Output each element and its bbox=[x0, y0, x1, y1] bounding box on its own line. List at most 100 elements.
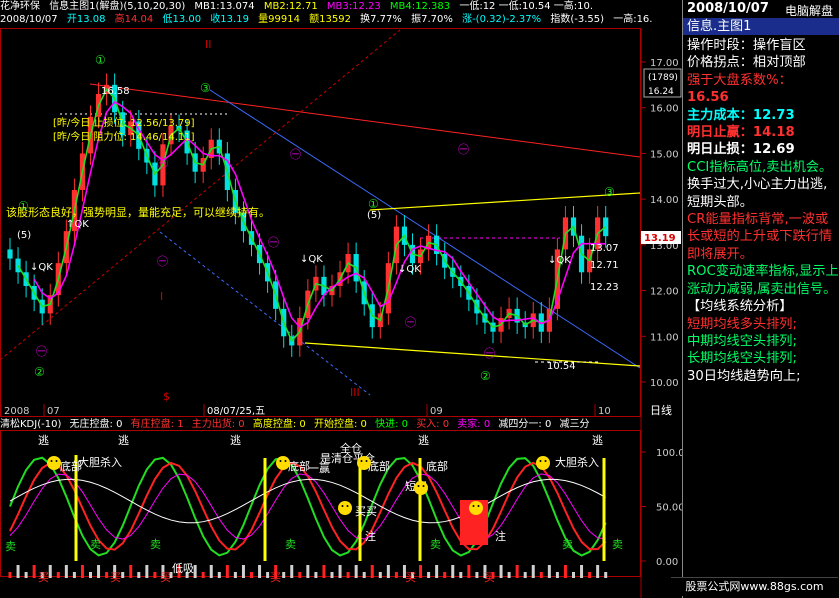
indicator-signal-label: 大胆杀入 bbox=[555, 455, 599, 469]
date-label: 07 bbox=[47, 406, 60, 417]
trendline-red-dashed bbox=[0, 29, 401, 361]
smiley-eye bbox=[544, 460, 547, 462]
ind-item-6: 买入: 0 bbox=[416, 419, 450, 430]
analysis-comment: 该股形态良好，强势明显，量能充足，可以继续持有。 bbox=[6, 206, 270, 219]
trendline-red bbox=[89, 83, 641, 158]
ind-item-5: 快进: 0 bbox=[375, 419, 408, 430]
chart-header-line1: 花净环保 信息主图1(解盘)(5,10,20,30) MB1:13.074 MB… bbox=[0, 0, 680, 14]
date-label: 09 bbox=[430, 406, 443, 417]
panel-row: 【均线系统分析】 bbox=[687, 299, 793, 315]
smiley-eye bbox=[55, 460, 58, 462]
quote-index: 指数(-3.55) bbox=[550, 14, 605, 25]
wave-count-circle: ① bbox=[18, 199, 29, 213]
price-tick-label: 17.00 bbox=[650, 58, 679, 69]
analysis-side-panel: 2008/10/07 电脑解盘 信息.主图1 操作时段：操作盲区 价格拐点：相对顶… bbox=[682, 0, 839, 598]
indicator-signal-label: 逃 bbox=[118, 434, 129, 447]
current-price-tag: 13.19 bbox=[644, 233, 676, 244]
low-price-label: 10.54 bbox=[547, 361, 576, 372]
indicator-name: 清松KDJ(-10) bbox=[0, 419, 62, 430]
wave-label: I bbox=[160, 290, 163, 303]
wave-marker: ㊀ bbox=[268, 236, 279, 249]
panel-mode[interactable]: 电脑解盘 bbox=[785, 4, 834, 18]
smiley-icon bbox=[469, 501, 483, 515]
resistance-label: [昨/今日 阻力位: 14.46/14.11] bbox=[53, 132, 195, 143]
smiley-eye bbox=[477, 505, 480, 507]
indicator-buy-label: 买 bbox=[160, 571, 171, 584]
ind-item-8: 减四分一: 0 bbox=[498, 419, 552, 430]
wave-marker: ㊀ bbox=[157, 255, 168, 268]
wave-count-circle: ② bbox=[34, 365, 45, 379]
indicator-signal-label: 逃 bbox=[230, 434, 241, 447]
trendline-blue-dashed bbox=[159, 231, 371, 396]
indicator-sell-label: 卖 bbox=[5, 540, 16, 553]
stock-name: 花净环保 bbox=[0, 1, 40, 12]
indicator-signal-label: 一赢 bbox=[308, 461, 330, 475]
chart-title: 信息主图1(解盘)(5,10,20,30) bbox=[49, 1, 186, 12]
price-tick-label: 12.00 bbox=[650, 287, 679, 298]
ind-tick-label: 50.00 bbox=[656, 503, 685, 514]
quote-high: 高14.04 bbox=[114, 14, 154, 25]
wave-label: III bbox=[350, 386, 360, 399]
panel-title[interactable]: 信息.主图1 bbox=[683, 18, 839, 35]
indicator-signal-label: 底部 bbox=[426, 459, 448, 473]
smiley-icon bbox=[338, 501, 352, 515]
wave-label: $ bbox=[163, 390, 170, 403]
date-label: 2008 bbox=[4, 406, 29, 417]
wave-count-paren: (5) bbox=[17, 230, 31, 241]
indicator-signal-label: 底部 bbox=[60, 459, 82, 473]
panel-row: 明日止赢：14.18 bbox=[687, 125, 795, 141]
smiley-eye bbox=[341, 505, 344, 507]
trendline-yellow-high bbox=[369, 192, 641, 211]
ind-item-1: 有庄控盘: 1 bbox=[130, 419, 184, 430]
indicator-signal-label: 低吸 bbox=[172, 562, 194, 575]
smiley-icon bbox=[536, 456, 550, 470]
ind-item-2: 主力出货: 0 bbox=[191, 419, 245, 430]
high-price-label: 16.58 bbox=[101, 86, 130, 97]
ma-line-magenta bbox=[33, 100, 606, 329]
wave-count-circle: ② bbox=[480, 369, 491, 383]
price-box-bottom: 16.24 bbox=[648, 87, 674, 97]
smiley-eye bbox=[472, 505, 475, 507]
qk-marker: ↓QK bbox=[398, 264, 421, 275]
quote-turnover: 换7.77% bbox=[360, 14, 402, 25]
date-label: 08/07/25,五 bbox=[207, 406, 265, 417]
panel-row: 明日止损：12.69 bbox=[687, 142, 795, 158]
date-label: 10 bbox=[598, 406, 611, 417]
indicator-signal-label: 逃 bbox=[592, 434, 603, 447]
wave-label: II bbox=[205, 38, 212, 51]
price-box-top: (1789) bbox=[648, 73, 678, 83]
price-tick-label: 11.00 bbox=[650, 332, 679, 343]
panel-rows: 操作时段：操作盲区 价格拐点：相对顶部 强于大盘系数%： 16.56 主力成本：12.7… bbox=[687, 37, 839, 385]
panel-row: 换手过大,小心主力出逃,短期头部。 bbox=[687, 177, 828, 210]
smiley-icon bbox=[414, 481, 428, 495]
ma3-value: MB3:12.23 bbox=[326, 1, 381, 12]
quote-low: 低13.00 bbox=[162, 14, 202, 25]
price-tick-label: 10.00 bbox=[650, 378, 679, 389]
panel-row: 强于大盘系数%： bbox=[687, 72, 792, 88]
indicator-sell-label: 卖 bbox=[90, 538, 101, 551]
panel-row: 长期均线空头排列; bbox=[687, 351, 797, 367]
indicator-sell-label: 卖 bbox=[285, 538, 296, 551]
panel-date: 2008/10/07 bbox=[687, 1, 769, 16]
panel-row: 价格拐点：相对顶部 bbox=[687, 55, 806, 71]
main-chart-frame bbox=[0, 28, 641, 417]
panel-row: 16.56 bbox=[687, 90, 729, 106]
trendline-yellow-low bbox=[304, 342, 641, 367]
indicator-buy-label: 买 bbox=[484, 571, 495, 584]
quote-close: 收13.19 bbox=[210, 14, 249, 25]
candle-body bbox=[7, 249, 13, 259]
indicator-sell-label: 卖 bbox=[150, 538, 161, 551]
indicator-signal-label: 注 bbox=[365, 529, 376, 543]
panel-row: 30日均线趋势向上; bbox=[687, 368, 801, 384]
quote-amplitude: 振7.70% bbox=[411, 14, 453, 25]
ind-tick-label: 100.00 bbox=[656, 448, 691, 459]
smiley-eye bbox=[417, 485, 420, 487]
qk-marker: ↓QK bbox=[30, 262, 53, 273]
wave-marker: ㊀ bbox=[157, 157, 168, 170]
quote-date: 2008/10/07 bbox=[0, 14, 58, 25]
panel-row: CR能量指标背常,一波或长或短的上升或下跌行情即将展开。 bbox=[687, 212, 833, 262]
level-label: 13.07 bbox=[590, 243, 619, 254]
indicator-signal-label: 逃 bbox=[418, 434, 429, 447]
wave-count-circle: ① bbox=[368, 197, 379, 211]
